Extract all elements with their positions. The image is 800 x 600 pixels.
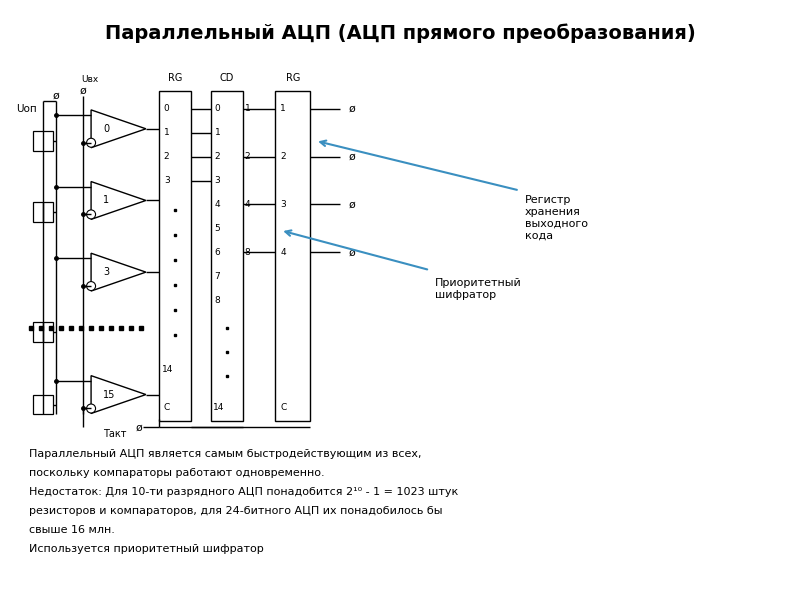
Text: 0: 0 [103, 124, 109, 134]
Circle shape [86, 210, 95, 219]
Text: Недостаток: Для 10-ти разрядного АЦП понадобится 2¹⁰ - 1 = 1023 штук: Недостаток: Для 10-ти разрядного АЦП пон… [30, 487, 458, 497]
Polygon shape [91, 376, 146, 413]
Text: 3: 3 [103, 267, 109, 277]
Text: 2: 2 [214, 152, 220, 161]
Text: Uоп: Uоп [16, 104, 37, 114]
Text: Регистр
хранения
выходного
кода: Регистр хранения выходного кода [525, 196, 587, 240]
Text: 8: 8 [214, 296, 220, 305]
Text: Параллельный АЦП (АЦП прямого преобразования): Параллельный АЦП (АЦП прямого преобразов… [105, 23, 695, 43]
Text: ø: ø [349, 199, 355, 209]
Text: 1: 1 [245, 104, 250, 113]
Text: 0: 0 [214, 104, 220, 113]
Text: CD: CD [219, 73, 234, 83]
Text: 3: 3 [214, 176, 220, 185]
Text: 3: 3 [281, 200, 286, 209]
Text: ø: ø [53, 91, 59, 101]
Text: Используется приоритетный шифратор: Используется приоритетный шифратор [30, 544, 264, 554]
Text: 15: 15 [103, 389, 115, 400]
Text: 2: 2 [281, 152, 286, 161]
Text: ø: ø [349, 104, 355, 114]
Text: 5: 5 [214, 224, 220, 233]
Text: свыше 16 млн.: свыше 16 млн. [30, 525, 115, 535]
Text: 1: 1 [164, 128, 170, 137]
Circle shape [86, 404, 95, 413]
Text: 6: 6 [214, 248, 220, 257]
Text: 8: 8 [245, 248, 250, 257]
Circle shape [86, 281, 95, 290]
Text: RG: RG [286, 73, 300, 83]
Bar [34, 322, 54, 342]
Text: 14: 14 [162, 365, 174, 374]
Text: ø: ø [349, 247, 355, 257]
Bar [210, 91, 242, 421]
Text: Uвх: Uвх [81, 74, 98, 83]
Text: 4: 4 [281, 248, 286, 257]
Text: поскольку компараторы работают одновременно.: поскольку компараторы работают одновреме… [30, 468, 325, 478]
Text: 4: 4 [245, 200, 250, 209]
Polygon shape [91, 253, 146, 291]
Text: 1: 1 [281, 104, 286, 113]
Polygon shape [91, 110, 146, 148]
Text: 14: 14 [213, 403, 224, 412]
Text: 7: 7 [214, 272, 220, 281]
Text: 1: 1 [103, 196, 109, 205]
Text: C: C [164, 403, 170, 412]
Text: ø: ø [135, 422, 142, 433]
Circle shape [86, 138, 95, 147]
Text: 2: 2 [245, 152, 250, 161]
Text: Параллельный АЦП является самым быстродействующим из всех,: Параллельный АЦП является самым быстроде… [30, 449, 422, 460]
Text: 0: 0 [164, 104, 170, 113]
Text: ø: ø [80, 86, 86, 96]
Text: 3: 3 [164, 176, 170, 185]
Bar [275, 91, 310, 421]
Text: 1: 1 [214, 128, 220, 137]
Text: Такт: Такт [103, 430, 126, 439]
Bar [159, 91, 190, 421]
Text: RG: RG [167, 73, 182, 83]
Text: 4: 4 [214, 200, 220, 209]
Text: ø: ø [349, 152, 355, 161]
Text: 2: 2 [164, 152, 170, 161]
Bar [34, 131, 54, 151]
Bar [34, 395, 54, 415]
Text: C: C [281, 403, 286, 412]
Bar [34, 202, 54, 223]
Text: Приоритетный
шифратор: Приоритетный шифратор [435, 278, 522, 300]
Polygon shape [91, 182, 146, 220]
Text: резисторов и компараторов, для 24-битного АЦП их понадобилось бы: резисторов и компараторов, для 24-битног… [30, 506, 442, 516]
